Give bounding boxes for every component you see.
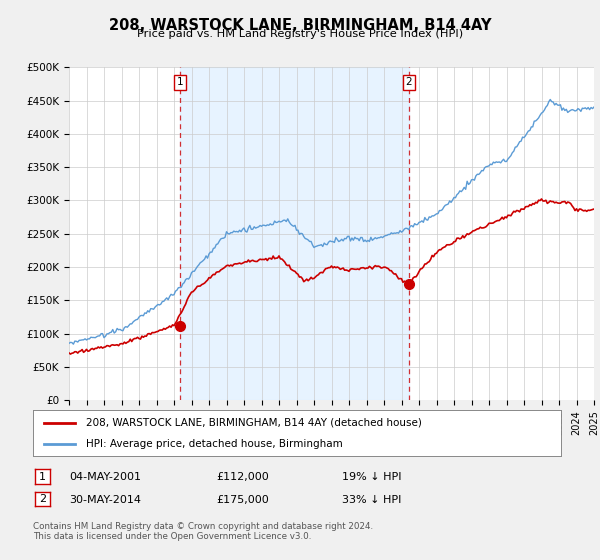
- Text: 208, WARSTOCK LANE, BIRMINGHAM, B14 4AY: 208, WARSTOCK LANE, BIRMINGHAM, B14 4AY: [109, 18, 491, 33]
- Text: 33% ↓ HPI: 33% ↓ HPI: [342, 494, 401, 505]
- Text: 1: 1: [39, 472, 46, 482]
- Text: 2: 2: [39, 494, 46, 504]
- Text: 19% ↓ HPI: 19% ↓ HPI: [342, 472, 401, 482]
- Text: £112,000: £112,000: [216, 472, 269, 482]
- Text: 30-MAY-2014: 30-MAY-2014: [69, 494, 141, 505]
- Text: £175,000: £175,000: [216, 494, 269, 505]
- Text: 208, WARSTOCK LANE, BIRMINGHAM, B14 4AY (detached house): 208, WARSTOCK LANE, BIRMINGHAM, B14 4AY …: [86, 418, 422, 428]
- Text: 04-MAY-2001: 04-MAY-2001: [69, 472, 141, 482]
- Text: HPI: Average price, detached house, Birmingham: HPI: Average price, detached house, Birm…: [86, 439, 343, 449]
- Text: 2: 2: [406, 77, 412, 87]
- Text: Contains HM Land Registry data © Crown copyright and database right 2024.
This d: Contains HM Land Registry data © Crown c…: [33, 522, 373, 542]
- Text: Price paid vs. HM Land Registry's House Price Index (HPI): Price paid vs. HM Land Registry's House …: [137, 29, 463, 39]
- Bar: [180, 67, 409, 400]
- Text: 1: 1: [177, 77, 184, 87]
